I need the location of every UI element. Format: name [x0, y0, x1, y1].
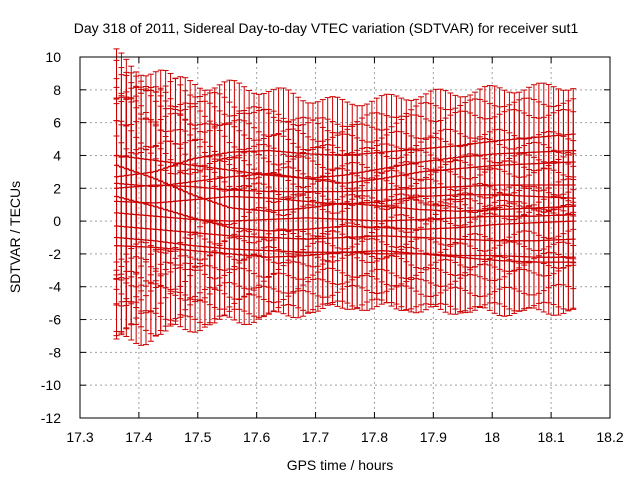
x-tick-label: 18	[484, 429, 500, 445]
x-tick-label: 17.5	[184, 429, 211, 445]
y-tick-label: -4	[49, 279, 62, 295]
ticks: 17.3 17.4 17.5 17.6 17.7 17.8 17.9 18 18.1 18.2 -1…	[41, 49, 624, 445]
series-group	[113, 48, 577, 346]
series-11	[113, 147, 577, 346]
x-tick-label: 17.3	[66, 429, 93, 445]
x-tick-label: 17.7	[302, 429, 329, 445]
y-tick-label: -2	[49, 246, 62, 262]
x-tick-label: 17.4	[125, 429, 152, 445]
series-6	[113, 59, 577, 280]
x-axis-label: GPS time / hours	[287, 457, 394, 473]
y-tick-label: -6	[49, 312, 62, 328]
y-tick-label: 4	[53, 147, 61, 163]
x-tick-label: 17.6	[243, 429, 270, 445]
series-line	[116, 245, 574, 263]
series-line	[116, 150, 574, 179]
y-tick-label: 2	[53, 180, 61, 196]
y-tick-label: 6	[53, 115, 61, 131]
series-line	[116, 212, 574, 222]
x-tick-label: 18.1	[537, 429, 564, 445]
chart-title: Day 318 of 2011, Sidereal Day-to-day VTE…	[74, 20, 579, 36]
x-tick-label: 18.2	[596, 429, 623, 445]
series-line	[116, 225, 574, 242]
series-line	[116, 196, 574, 232]
y-tick-label: 0	[53, 213, 61, 229]
series-line	[116, 194, 574, 205]
y-tick-label: -10	[41, 377, 61, 393]
x-tick-label: 17.9	[420, 429, 447, 445]
y-tick-label: -8	[49, 344, 62, 360]
series-line	[116, 184, 574, 193]
x-tick-label: 17.8	[361, 429, 388, 445]
y-tick-label: -12	[41, 410, 61, 426]
y-tick-label: 8	[53, 82, 61, 98]
y-tick-label: 10	[45, 49, 61, 65]
plot-frame	[79, 56, 611, 419]
y-axis-label: SDTVAR / TECUs	[7, 181, 23, 293]
